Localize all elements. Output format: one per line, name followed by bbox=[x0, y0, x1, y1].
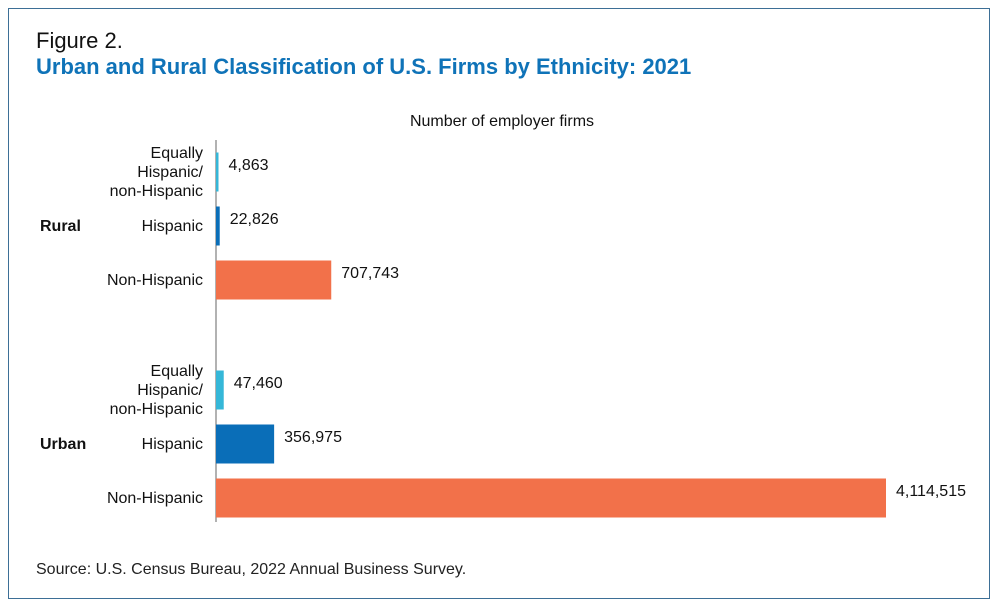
category-label-line: Non-Hispanic bbox=[107, 272, 203, 289]
category-label: Equally Hispanic/non-Hispanic bbox=[110, 145, 204, 200]
x-axis-label: Number of employer firms bbox=[410, 113, 594, 130]
category-label-line: Hispanic/ bbox=[137, 164, 203, 181]
data-label: 4,863 bbox=[229, 157, 269, 174]
category-label-line: non-Hispanic bbox=[110, 401, 203, 418]
data-label: 4,114,515 bbox=[896, 483, 966, 500]
bar bbox=[216, 260, 332, 300]
bar bbox=[216, 206, 220, 246]
source-note: Source: U.S. Census Bureau, 2022 Annual … bbox=[36, 561, 467, 578]
category-label: Non-Hispanic bbox=[107, 490, 203, 507]
category-label: Non-Hispanic bbox=[107, 272, 203, 289]
category-label-line: Non-Hispanic bbox=[107, 490, 203, 507]
group-urban: Urban Equally Hispanic/non-Hispanic 47,460 H… bbox=[40, 363, 966, 518]
group-label: Rural bbox=[40, 218, 81, 235]
group-rural: Rural Equally Hispanic/non-Hispanic 4,863 Hi… bbox=[40, 145, 399, 300]
data-label: 22,826 bbox=[230, 211, 279, 228]
category-label: Hispanic bbox=[142, 436, 203, 453]
data-label: 356,975 bbox=[284, 429, 342, 446]
category-label: Hispanic bbox=[142, 218, 203, 235]
category-label-line: Hispanic/ bbox=[137, 382, 203, 399]
figure-label: Figure 2. bbox=[36, 28, 123, 53]
chart-title: Urban and Rural Classification of U.S. F… bbox=[36, 54, 692, 79]
group-label: Urban bbox=[40, 436, 86, 453]
bar bbox=[216, 152, 219, 192]
category-label-line: non-Hispanic bbox=[110, 183, 203, 200]
category-label-line: Hispanic bbox=[142, 436, 203, 453]
bar bbox=[216, 478, 886, 518]
bar bbox=[216, 370, 224, 410]
bar bbox=[216, 424, 275, 464]
data-label: 47,460 bbox=[234, 375, 283, 392]
category-label-line: Equally bbox=[151, 145, 203, 162]
category-label-line: Hispanic bbox=[142, 218, 203, 235]
category-label: Equally Hispanic/non-Hispanic bbox=[110, 363, 204, 418]
data-label: 707,743 bbox=[341, 265, 399, 282]
category-label-line: Equally bbox=[151, 363, 203, 380]
